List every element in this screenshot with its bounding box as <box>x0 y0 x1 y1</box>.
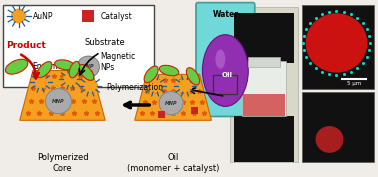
Ellipse shape <box>203 35 248 106</box>
Text: Magnetic
NPs: Magnetic NPs <box>100 52 136 72</box>
Ellipse shape <box>144 66 158 83</box>
Ellipse shape <box>5 59 28 74</box>
Bar <box>230 7 297 162</box>
Ellipse shape <box>54 60 74 70</box>
Ellipse shape <box>160 65 179 76</box>
Bar <box>158 111 164 118</box>
Bar <box>214 75 237 95</box>
Text: Enzyme: Enzyme <box>33 62 63 71</box>
Circle shape <box>64 72 77 86</box>
Bar <box>234 116 294 162</box>
Text: Polymerization: Polymerization <box>107 83 164 92</box>
Text: Water: Water <box>212 10 239 19</box>
Bar <box>242 61 286 116</box>
Text: Polymerized
Core: Polymerized Core <box>37 153 88 173</box>
Ellipse shape <box>79 64 94 80</box>
Bar <box>3 5 154 87</box>
Bar <box>302 92 374 162</box>
Circle shape <box>12 9 26 23</box>
Ellipse shape <box>37 62 52 78</box>
Circle shape <box>84 79 98 93</box>
Bar <box>82 10 94 22</box>
Text: Catalyst: Catalyst <box>100 12 132 21</box>
Text: Oil
(monomer + catalyst): Oil (monomer + catalyst) <box>127 153 219 173</box>
Text: Oil: Oil <box>222 72 233 78</box>
Text: AuNP: AuNP <box>33 12 53 21</box>
Bar <box>243 95 285 116</box>
Ellipse shape <box>69 61 80 78</box>
Text: MNP: MNP <box>165 101 177 106</box>
Circle shape <box>159 92 183 115</box>
Ellipse shape <box>215 50 225 69</box>
Circle shape <box>34 75 48 89</box>
Bar <box>248 57 280 67</box>
Text: MNP: MNP <box>52 99 65 104</box>
Circle shape <box>148 79 162 93</box>
Text: MNP: MNP <box>82 64 94 69</box>
Circle shape <box>178 79 192 93</box>
Text: 5 μm: 5 μm <box>347 81 361 86</box>
Polygon shape <box>135 74 211 120</box>
Circle shape <box>305 13 367 73</box>
Bar <box>302 5 374 89</box>
Polygon shape <box>20 71 105 120</box>
Text: Product: Product <box>6 41 46 50</box>
Bar <box>192 107 198 114</box>
Ellipse shape <box>186 68 200 85</box>
Bar <box>234 13 294 63</box>
Circle shape <box>316 126 344 153</box>
Circle shape <box>77 56 99 77</box>
FancyBboxPatch shape <box>196 3 255 116</box>
Circle shape <box>45 89 71 114</box>
Text: Substrate: Substrate <box>85 38 125 47</box>
